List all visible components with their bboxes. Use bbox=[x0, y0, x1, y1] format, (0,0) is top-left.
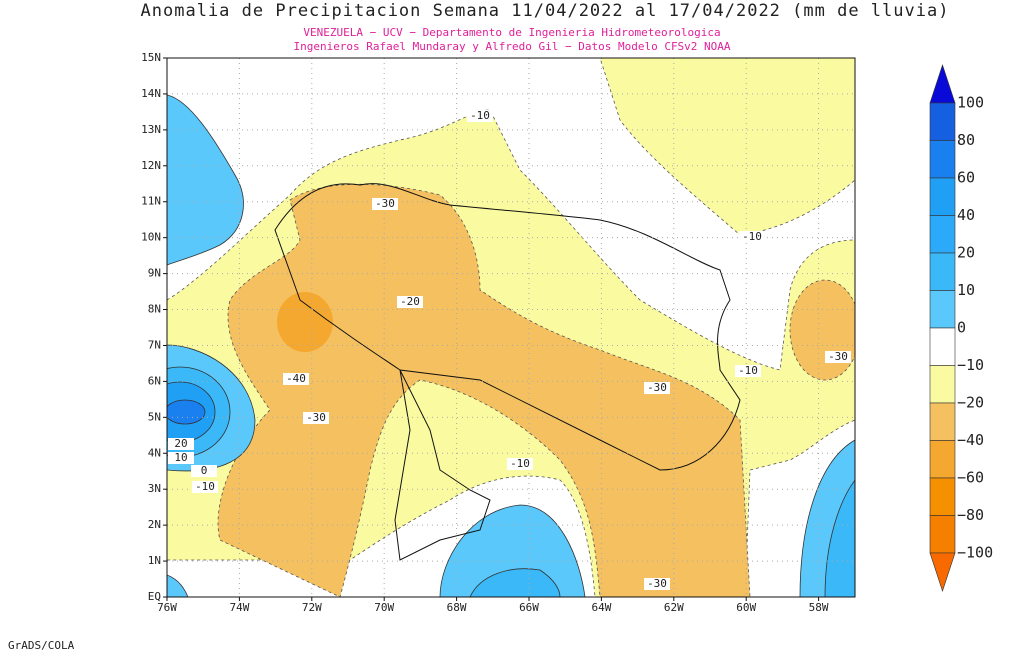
colorbar-segment bbox=[929, 140, 956, 179]
colorbar-segment bbox=[929, 515, 956, 554]
contour-label: -10 bbox=[742, 230, 762, 243]
colorbar-segment bbox=[929, 177, 956, 216]
lon-label: 70W bbox=[374, 601, 394, 614]
colorbar-label: −80 bbox=[957, 506, 984, 524]
contour-label: 0 bbox=[201, 464, 208, 477]
colorbar-label: 80 bbox=[957, 131, 975, 149]
contour-label: -30 bbox=[647, 381, 667, 394]
colorbar-segment bbox=[929, 365, 956, 404]
contour-label-bg bbox=[735, 365, 761, 377]
colorbar-segment bbox=[929, 102, 956, 141]
lat-label: 12N bbox=[141, 159, 161, 172]
colorbar-segment bbox=[929, 440, 956, 479]
lat-label: 14N bbox=[141, 87, 161, 100]
lat-label: 9N bbox=[148, 267, 161, 280]
colorbar-segment bbox=[929, 290, 956, 329]
lon-label: 74W bbox=[229, 601, 249, 614]
colorbar-segment bbox=[929, 327, 956, 366]
contour-label-bg bbox=[644, 578, 670, 590]
colorbar-segment bbox=[929, 477, 956, 516]
contour-label: -10 bbox=[510, 457, 530, 470]
lat-label: 8N bbox=[148, 303, 161, 316]
contour-label-bg bbox=[192, 481, 218, 493]
lon-label: 76W bbox=[157, 601, 177, 614]
lat-label: 2N bbox=[148, 518, 161, 531]
colorbar-label: 10 bbox=[957, 281, 975, 299]
lon-label: 66W bbox=[519, 601, 539, 614]
contour-label: -40 bbox=[286, 372, 306, 385]
contour-label: 20 bbox=[174, 437, 187, 450]
contour-label: -10 bbox=[470, 109, 490, 122]
lat-label: 6N bbox=[148, 374, 161, 387]
colorbar-arrow bbox=[929, 64, 956, 104]
lat-label: 7N bbox=[148, 338, 161, 351]
colorbar-label: −60 bbox=[957, 469, 984, 487]
contour-label-bg bbox=[644, 382, 670, 394]
colorbar-segment bbox=[929, 252, 956, 291]
map-fields bbox=[167, 58, 855, 597]
contour-label: -30 bbox=[828, 350, 848, 363]
lat-label: EQ bbox=[148, 590, 161, 603]
lat-label: 10N bbox=[141, 231, 161, 244]
colorbar-arrow bbox=[929, 552, 956, 592]
lon-label: 68W bbox=[447, 601, 467, 614]
lon-label: 60W bbox=[736, 601, 756, 614]
subtitle: VENEZUELA − UCV − Departamento de Ingeni… bbox=[303, 26, 720, 39]
lat-label: 5N bbox=[148, 410, 161, 423]
colorbar-label: −100 bbox=[957, 544, 993, 562]
lat-label: 15N bbox=[141, 51, 161, 64]
contour-label: -30 bbox=[306, 411, 326, 424]
colorbar-label: −10 bbox=[957, 356, 984, 374]
lat-label: 1N bbox=[148, 554, 161, 567]
contour-label: -30 bbox=[375, 197, 395, 210]
grid: EQ 1N 2N 3N 4N 5N 6N 7N 8N 9N 10N 11N 12N 13N 14N 15N 76… bbox=[141, 51, 855, 614]
contour-label-bg bbox=[168, 452, 194, 464]
lon-label: 64W bbox=[591, 601, 611, 614]
lat-label: 3N bbox=[148, 482, 161, 495]
contour-label-bg bbox=[739, 231, 765, 243]
contour-label-bg bbox=[467, 110, 493, 122]
contour-label-bg bbox=[397, 296, 423, 308]
colorbar-label: −40 bbox=[957, 431, 984, 449]
colorbar-segment bbox=[929, 402, 956, 441]
lon-label: 72W bbox=[302, 601, 322, 614]
footer: GrADS/COLA bbox=[8, 639, 75, 652]
colorbar-label: −20 bbox=[957, 394, 984, 412]
contour-label-bg bbox=[372, 198, 398, 210]
subtitle: Ingenieros Rafael Mundaray y Alfredo Gil… bbox=[293, 40, 730, 53]
contour-label-bg bbox=[191, 465, 217, 477]
contour-label: -10 bbox=[195, 480, 215, 493]
colorbar-label: 100 bbox=[957, 94, 984, 112]
lat-label: 13N bbox=[141, 123, 161, 136]
contour-label: -10 bbox=[738, 364, 758, 377]
contour-label-bg bbox=[507, 458, 533, 470]
title: Anomalia de Precipitacion Semana 11/04/2… bbox=[141, 1, 950, 21]
colorbar-segment bbox=[929, 215, 956, 254]
lon-label: 62W bbox=[664, 601, 684, 614]
colorbar-label: 0 bbox=[957, 319, 966, 337]
contour-label-bg bbox=[303, 412, 329, 424]
lon-label: 58W bbox=[809, 601, 829, 614]
lat-label: 11N bbox=[141, 195, 161, 208]
lat-label: 4N bbox=[148, 446, 161, 459]
colorbar-label: 20 bbox=[957, 244, 975, 262]
contour-label: -20 bbox=[400, 295, 420, 308]
colorbar-label: 60 bbox=[957, 169, 975, 187]
contour-label: -30 bbox=[647, 577, 667, 590]
contour-label-bg bbox=[825, 351, 851, 363]
colorbar-label: 40 bbox=[957, 206, 975, 224]
contour-label-bg bbox=[168, 438, 194, 450]
contour-label-bg bbox=[283, 373, 309, 385]
contour-label: 10 bbox=[174, 451, 187, 464]
map-frame bbox=[166, 57, 856, 598]
